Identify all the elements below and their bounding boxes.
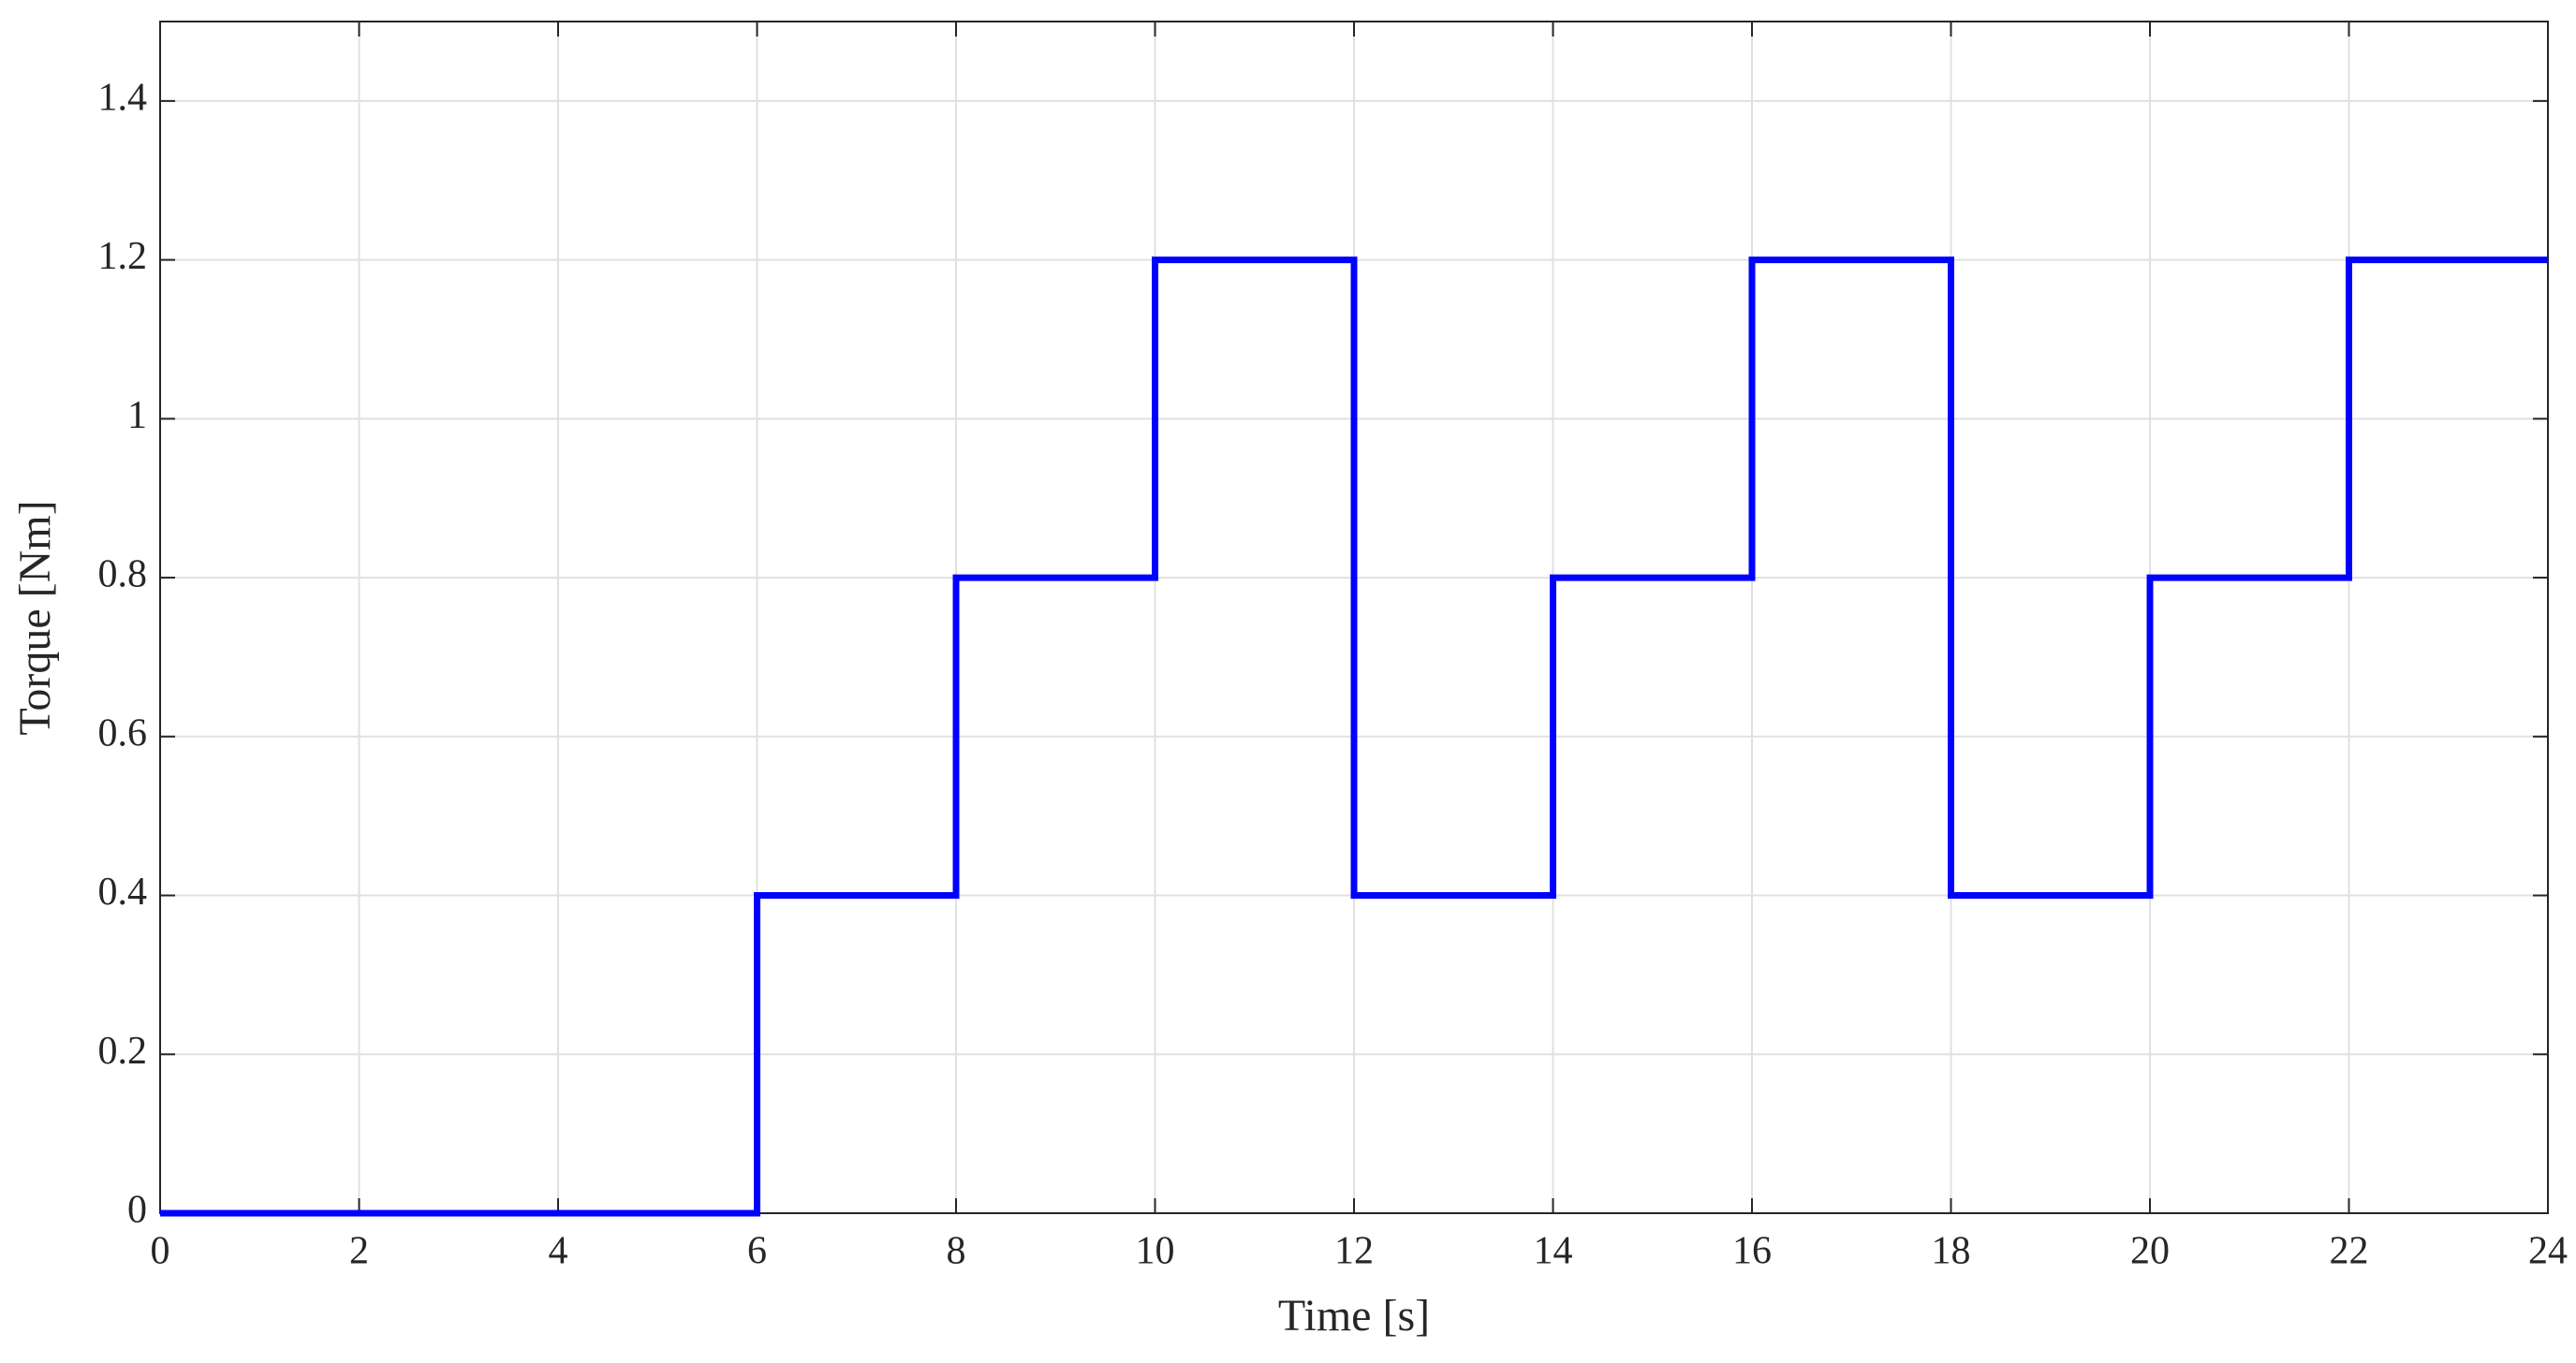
x-tick-label: 24 <box>2528 1230 2568 1273</box>
x-tick-label: 2 <box>349 1230 369 1273</box>
x-tick-label: 16 <box>1732 1230 1772 1273</box>
y-tick-label: 0.2 <box>98 1030 148 1073</box>
data-line <box>160 256 2548 1217</box>
x-tick-label: 18 <box>1932 1230 1971 1273</box>
y-tick-label: 0.8 <box>98 553 148 596</box>
x-tick-label: 4 <box>549 1230 568 1273</box>
plot-frame <box>159 21 2549 1214</box>
y-tick-label: 0.4 <box>98 871 148 914</box>
x-tick-label: 6 <box>747 1230 767 1273</box>
x-tick-label: 14 <box>1534 1230 1573 1273</box>
y-tick-label: 1.2 <box>98 235 148 278</box>
y-tick-label: 0.6 <box>98 711 148 755</box>
x-tick-label: 0 <box>151 1230 170 1273</box>
y-tick-label: 1.4 <box>98 77 148 120</box>
y-tick-label: 1 <box>127 394 147 437</box>
x-tick-label: 20 <box>2130 1230 2170 1273</box>
x-tick-label: 10 <box>1136 1230 1175 1273</box>
y-tick-label: 0 <box>127 1189 147 1232</box>
x-tick-label: 12 <box>1334 1230 1374 1273</box>
x-axis-title: Time [s] <box>1278 1291 1430 1341</box>
x-tick-label: 22 <box>2330 1230 2369 1273</box>
x-tick-label: 8 <box>947 1230 966 1273</box>
y-axis-title: Torque [Nm] <box>10 500 60 735</box>
